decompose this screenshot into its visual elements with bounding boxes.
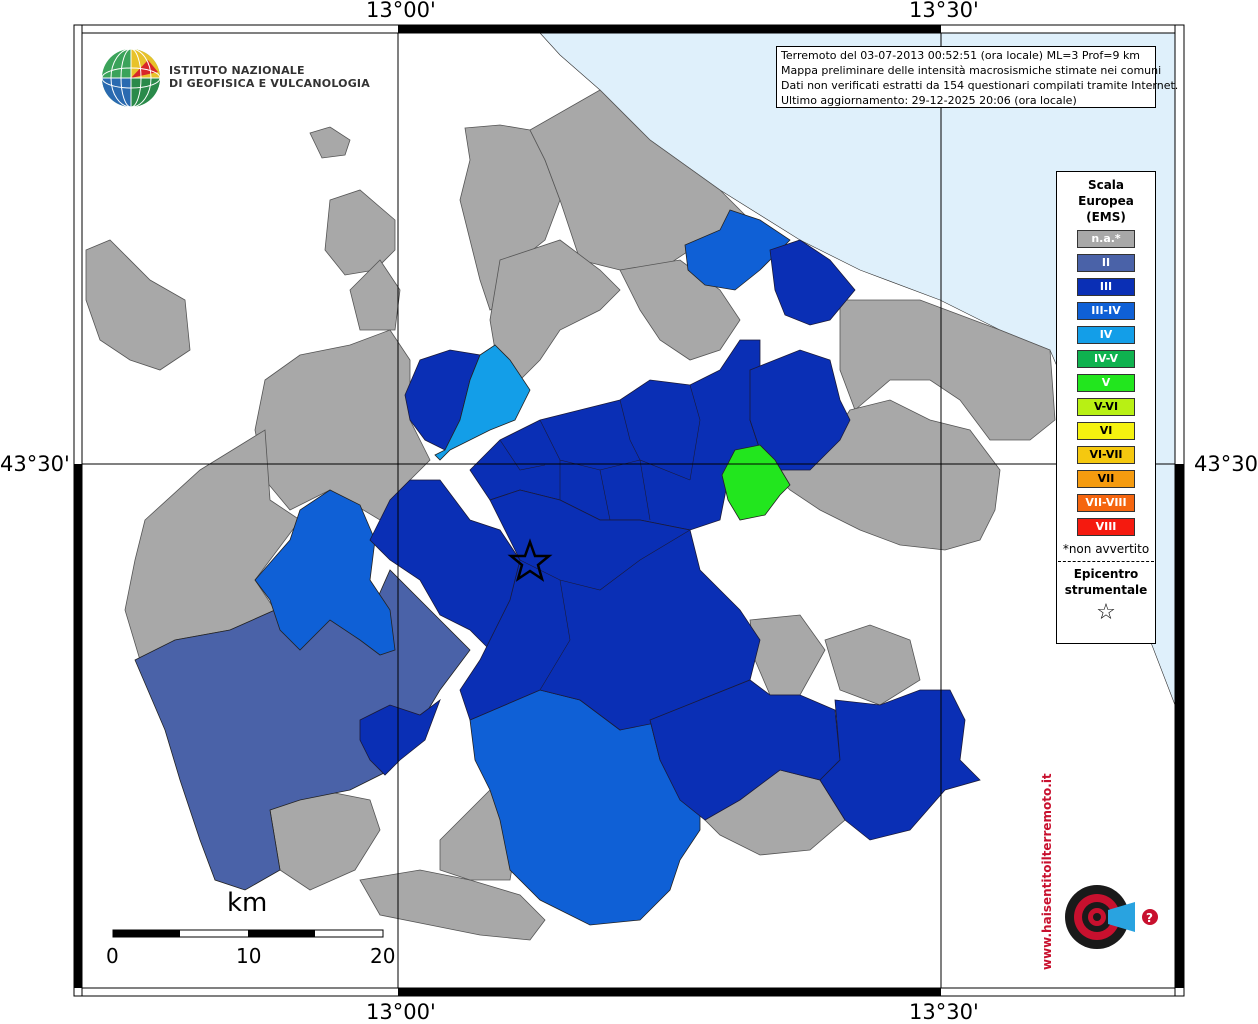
legend-epicentre-label: Epicentro strumentale: [1057, 566, 1155, 598]
legend-swatch: III: [1077, 278, 1135, 296]
legend-epicentre-line2: strumentale: [1064, 583, 1148, 597]
legend-swatch: VI-VII: [1077, 446, 1135, 464]
municipal-boundaries: [499, 384, 701, 691]
scale-tick-20: 20: [370, 944, 396, 968]
legend-title-line3: (EMS): [1086, 210, 1126, 224]
legend-swatch: V: [1077, 374, 1135, 392]
legend-title: Scala Europea (EMS): [1057, 177, 1155, 225]
coord-bottom-left: 13°00': [366, 1000, 436, 1024]
ingv-logo: [101, 48, 161, 108]
legend-swatch: n.a.*: [1077, 230, 1135, 248]
coord-bottom-right: 13°30': [909, 1000, 979, 1024]
scale-unit: km: [227, 888, 268, 918]
legend-note: *non avvertito: [1062, 542, 1150, 556]
legend-swatch: IV-V: [1077, 350, 1135, 368]
legend-title-line2: Europea: [1078, 194, 1134, 208]
haisentito-logo: ?: [1065, 885, 1158, 949]
region-ems3: [359, 239, 981, 841]
graticule: [82, 33, 1175, 988]
info-line4: Ultimo aggiornamento: 29-12-2025 20:06 (…: [781, 94, 1077, 107]
legend-epicentre-line1: Epicentro: [1073, 567, 1139, 581]
legend-swatch: VII-VIII: [1077, 494, 1135, 512]
coord-right-lat: 43°30': [1194, 452, 1258, 476]
info-line2: Mappa preliminare delle intensità macros…: [781, 64, 1162, 77]
legend-separator: [1058, 561, 1154, 562]
legend-swatch: V-VI: [1077, 398, 1135, 416]
scale-tick-10: 10: [236, 944, 262, 968]
event-info-box: Terremoto del 03-07-2013 00:52:51 (ora l…: [776, 46, 1179, 108]
legend-items: n.a.* II III III-IV IV IV-V V V-VI VI VI-VII VII VI…: [1057, 230, 1155, 536]
institute-line2: DI GEOFISICA E VULCANOLOGIA: [169, 77, 370, 90]
legend-swatch: IV: [1077, 326, 1135, 344]
info-line1: Terremoto del 03-07-2013 00:52:51 (ora l…: [781, 49, 1141, 62]
legend-star-icon: ☆: [1096, 600, 1116, 625]
coord-top-left: 13°00': [366, 0, 436, 22]
institute-name: ISTITUTO NAZIONALE DI GEOFISICA E VULCAN…: [169, 64, 370, 90]
svg-text:?: ?: [1146, 911, 1153, 925]
epicentre-star: [507, 538, 553, 582]
frame-border: [73, 24, 1185, 997]
scale-tick-0: 0: [106, 944, 119, 968]
legend-swatch: VIII: [1077, 518, 1135, 536]
legend-title-line1: Scala: [1087, 178, 1125, 192]
brand-text: www.haisentitoilterremoto.it: [1040, 773, 1054, 970]
institute-line1: ISTITUTO NAZIONALE: [169, 64, 305, 77]
region-na: [85, 89, 1056, 941]
legend-swatch: VI: [1077, 422, 1135, 440]
scale-bar: [112, 929, 384, 938]
coord-left-lat: 43°30': [0, 452, 70, 476]
ems-legend: Scala Europea (EMS) n.a.* II III III-IV IV IV…: [1056, 171, 1156, 644]
coord-top-right: 13°30': [909, 0, 979, 22]
legend-swatch: III-IV: [1077, 302, 1135, 320]
legend-swatch: II: [1077, 254, 1135, 272]
info-line3: Dati non verificati estratti da 154 ques…: [781, 79, 1179, 92]
legend-swatch: VII: [1077, 470, 1135, 488]
region-ems34: [254, 209, 791, 926]
region-ems4: [434, 344, 531, 461]
